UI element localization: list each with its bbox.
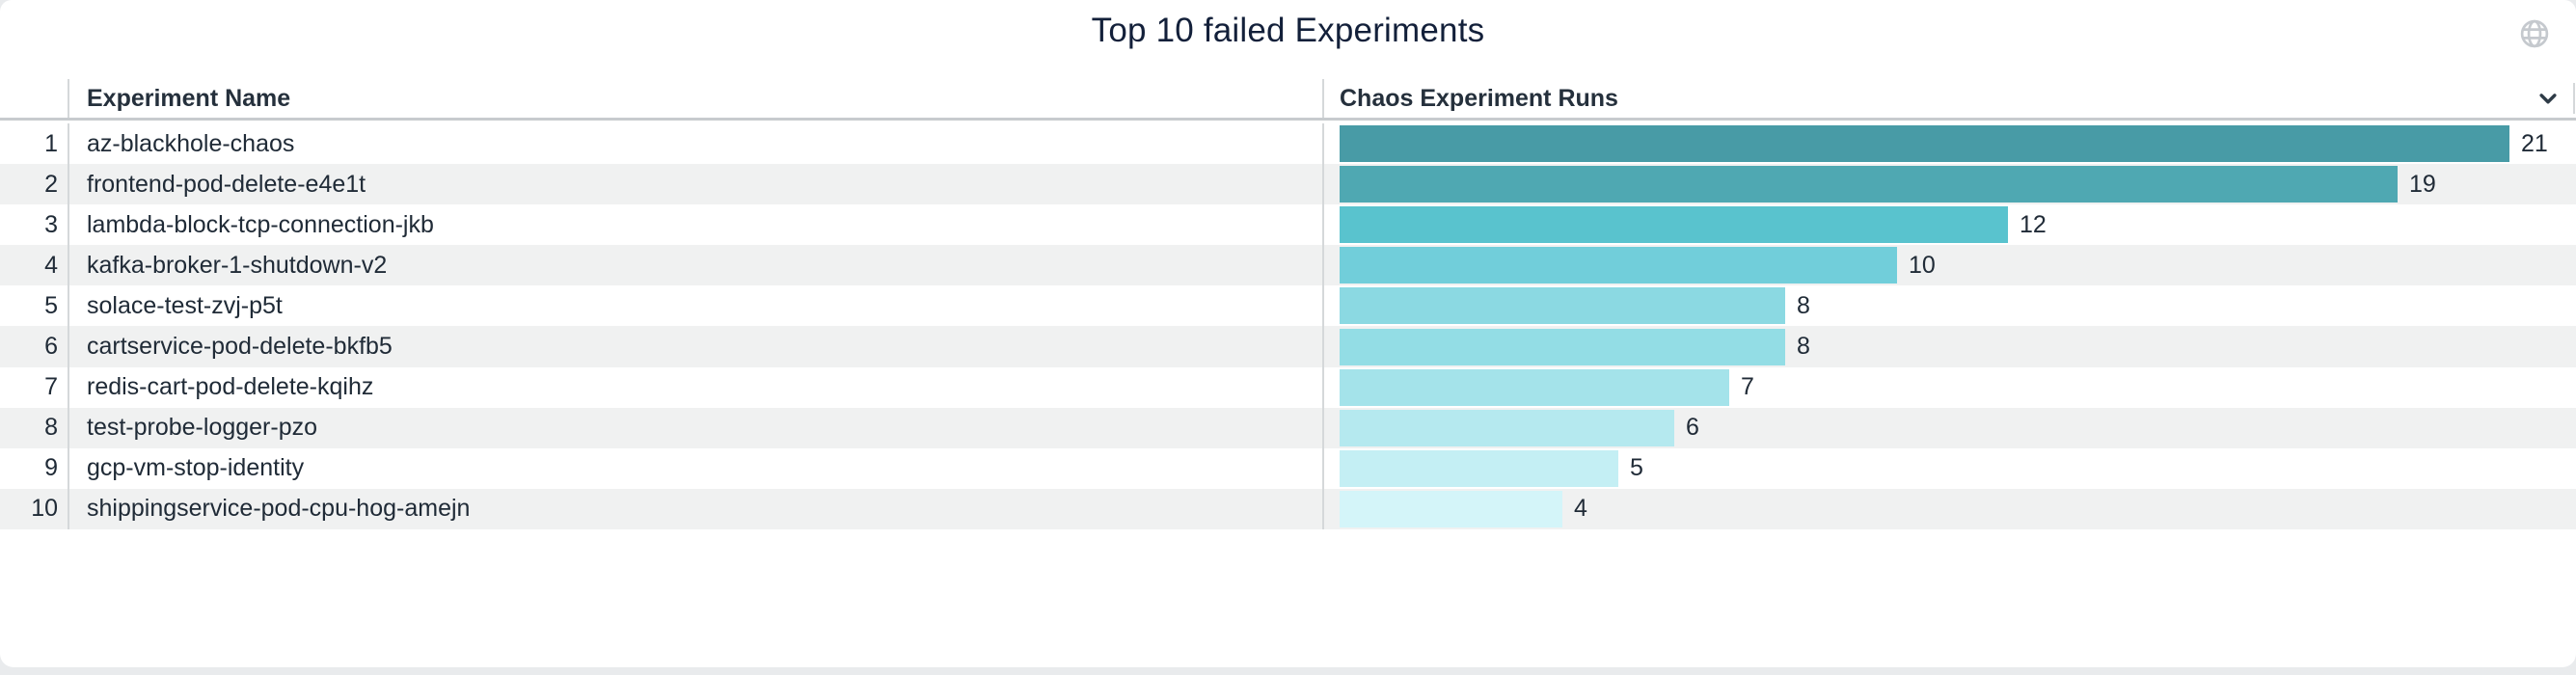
experiment-name-cell: frontend-pod-delete-e4e1t: [69, 164, 1324, 205]
runs-value-label: 10: [1909, 251, 1936, 279]
runs-bar: [1340, 247, 1897, 284]
runs-bar: [1340, 287, 1785, 325]
row-number: 3: [0, 204, 69, 246]
runs-cell: 8: [1324, 326, 2576, 366]
runs-cell: 7: [1324, 367, 2576, 408]
row-number-column-header: [0, 79, 69, 118]
table-row: 6 cartservice-pod-delete-bkfb5 8: [0, 326, 2576, 367]
row-number: 4: [0, 245, 69, 286]
runs-bar: [1340, 125, 2509, 163]
chevron-down-icon[interactable]: [2534, 84, 2562, 113]
chart-title: Top 10 failed Experiments: [1091, 12, 1485, 49]
table-row: 7 redis-cart-pod-delete-kqihz 7: [0, 366, 2576, 408]
runs-value-label: 8: [1797, 291, 1810, 319]
table-row: 3 lambda-block-tcp-connection-jkb 12: [0, 204, 2576, 246]
runs-cell: 12: [1324, 204, 2576, 245]
runs-value-label: 21: [2521, 129, 2548, 157]
runs-value-label: 19: [2409, 170, 2436, 198]
runs-bar: [1340, 490, 1562, 527]
row-number: 6: [0, 326, 69, 367]
row-number: 1: [0, 123, 69, 165]
row-number: 9: [0, 447, 69, 489]
runs-value-label: 6: [1686, 414, 1699, 442]
runs-bar: [1340, 328, 1785, 365]
experiment-name-cell: cartservice-pod-delete-bkfb5: [69, 326, 1324, 367]
row-number: 2: [0, 164, 69, 205]
experiment-name-cell: test-probe-logger-pzo: [69, 407, 1324, 448]
runs-value-label: 8: [1797, 333, 1810, 361]
runs-bar: [1340, 409, 1674, 446]
runs-bar: [1340, 449, 1618, 487]
table-row: 4 kafka-broker-1-shutdown-v2 10: [0, 245, 2576, 286]
table-row: 1 az-blackhole-chaos 21: [0, 123, 2576, 165]
runs-value-label: 5: [1630, 454, 1643, 482]
column-header-label: Chaos Experiment Runs: [1340, 84, 1618, 112]
runs-cell: 4: [1324, 489, 2576, 529]
experiment-name-cell: shippingservice-pod-cpu-hog-amejn: [69, 488, 1324, 529]
table-row: 2 frontend-pod-delete-e4e1t 19: [0, 164, 2576, 205]
table-body: 1 az-blackhole-chaos 21 2 frontend-pod-d…: [0, 123, 2576, 529]
globe-icon: [2518, 17, 2551, 50]
row-number: 10: [0, 488, 69, 529]
experiment-name-cell: lambda-block-tcp-connection-jkb: [69, 204, 1324, 246]
runs-cell: 19: [1324, 164, 2576, 204]
experiment-name-cell: redis-cart-pod-delete-kqihz: [69, 366, 1324, 408]
experiment-name-cell: az-blackhole-chaos: [69, 123, 1324, 165]
table-row: 10 shippingservice-pod-cpu-hog-amejn 4: [0, 488, 2576, 529]
runs-cell: 6: [1324, 408, 2576, 448]
row-number: 8: [0, 407, 69, 448]
table-header-row: Experiment Name Chaos Experiment Runs: [0, 79, 2576, 121]
header-end-divider: [2573, 83, 2575, 114]
runs-bar: [1340, 368, 1729, 406]
runs-cell: 5: [1324, 448, 2576, 489]
column-header-experiment-name[interactable]: Experiment Name: [69, 79, 1324, 118]
experiment-name-cell: gcp-vm-stop-identity: [69, 447, 1324, 489]
row-number: 7: [0, 366, 69, 408]
column-header-chaos-experiment-runs[interactable]: Chaos Experiment Runs: [1324, 79, 2576, 118]
runs-value-label: 12: [2020, 210, 2047, 238]
runs-bar: [1340, 206, 2008, 244]
runs-cell: 21: [1324, 123, 2576, 164]
experiment-name-cell: solace-test-zvj-p5t: [69, 285, 1324, 327]
runs-bar: [1340, 166, 2398, 203]
runs-cell: 10: [1324, 245, 2576, 285]
runs-value-label: 4: [1574, 495, 1587, 523]
runs-value-label: 7: [1741, 373, 1754, 401]
table-row: 9 gcp-vm-stop-identity 5: [0, 447, 2576, 489]
row-number: 5: [0, 285, 69, 327]
table-row: 5 solace-test-zvj-p5t 8: [0, 285, 2576, 327]
experiment-name-cell: kafka-broker-1-shutdown-v2: [69, 245, 1324, 286]
table-row: 8 test-probe-logger-pzo 6: [0, 407, 2576, 448]
runs-cell: 8: [1324, 285, 2576, 326]
